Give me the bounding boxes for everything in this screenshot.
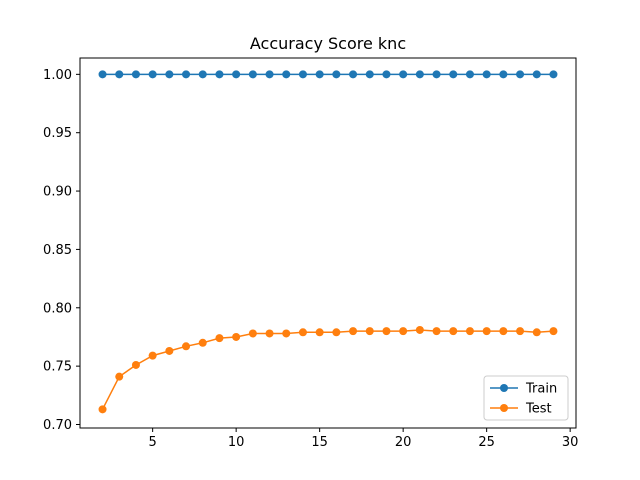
data-point-train	[499, 70, 508, 79]
data-point-train	[165, 70, 174, 79]
data-point-train	[399, 70, 408, 79]
plot-frame	[79, 57, 577, 429]
y-tick-label: 0.80	[43, 301, 72, 316]
legend-marker-test	[500, 404, 508, 412]
data-point-test	[415, 325, 424, 334]
data-point-test	[315, 328, 324, 337]
x-tick-label: 30	[562, 435, 579, 450]
data-point-train	[248, 70, 257, 79]
data-point-test	[282, 329, 291, 338]
data-point-test	[298, 328, 307, 337]
data-point-test	[332, 328, 341, 337]
data-point-test	[232, 332, 241, 341]
y-tick-label: 0.85	[43, 243, 72, 258]
data-point-train	[182, 70, 191, 79]
x-axis: 5 10 15 20 25 30	[149, 428, 579, 450]
y-axis: 0.70 0.75 0.80 0.85 0.90 0.95 1.00	[43, 68, 80, 433]
y-tick-label: 0.90	[43, 185, 72, 200]
data-point-train	[332, 70, 341, 79]
data-point-train	[532, 70, 541, 79]
data-point-test	[182, 342, 191, 351]
data-point-test	[382, 327, 391, 336]
x-tick-label: 20	[395, 435, 412, 450]
data-point-train	[282, 70, 291, 79]
data-point-test	[148, 351, 157, 360]
data-point-train	[465, 70, 474, 79]
data-point-test	[265, 329, 274, 338]
data-point-test	[215, 334, 224, 343]
data-point-test	[98, 405, 107, 414]
data-point-train	[131, 70, 140, 79]
data-point-test	[499, 327, 508, 336]
data-point-train	[115, 70, 124, 79]
legend-label-test: Test	[525, 402, 552, 417]
data-point-train	[365, 70, 374, 79]
chart-title: Accuracy Score knc	[250, 34, 406, 53]
series-line-test	[101, 329, 554, 410]
data-point-train	[449, 70, 458, 79]
data-point-test	[198, 338, 207, 347]
data-point-train	[315, 70, 324, 79]
data-point-test	[165, 346, 174, 355]
data-point-test	[349, 327, 358, 336]
legend-label-train: Train	[525, 382, 557, 397]
data-point-test	[432, 327, 441, 336]
data-point-test	[516, 327, 525, 336]
data-point-train	[382, 70, 391, 79]
data-point-test	[549, 327, 558, 336]
data-point-train	[148, 70, 157, 79]
data-point-train	[215, 70, 224, 79]
data-point-train	[482, 70, 491, 79]
y-tick-label: 0.70	[43, 418, 72, 433]
x-tick-label: 5	[149, 435, 157, 450]
data-point-test	[115, 372, 124, 381]
data-point-test	[248, 329, 257, 338]
data-point-test	[365, 327, 374, 336]
x-tick-label: 25	[478, 435, 495, 450]
data-point-train	[198, 70, 207, 79]
data-point-train	[298, 70, 307, 79]
data-point-train	[432, 70, 441, 79]
data-point-train	[415, 70, 424, 79]
data-point-test	[532, 328, 541, 337]
data-point-test	[465, 327, 474, 336]
legend-marker-train	[500, 384, 508, 392]
data-point-test	[449, 327, 458, 336]
data-point-train	[516, 70, 525, 79]
data-point-train	[349, 70, 358, 79]
data-point-test	[482, 327, 491, 336]
y-tick-label: 0.75	[43, 360, 72, 375]
data-point-train	[98, 70, 107, 79]
series-layer	[98, 70, 558, 414]
x-tick-label: 15	[311, 435, 328, 450]
y-tick-label: 1.00	[43, 68, 72, 83]
legend: Train Test	[483, 375, 569, 421]
data-point-train	[232, 70, 241, 79]
data-point-train	[265, 70, 274, 79]
data-point-test	[399, 327, 408, 336]
y-tick-label: 0.95	[43, 126, 72, 141]
data-point-train	[549, 70, 558, 79]
x-tick-label: 10	[228, 435, 245, 450]
data-point-test	[131, 360, 140, 369]
